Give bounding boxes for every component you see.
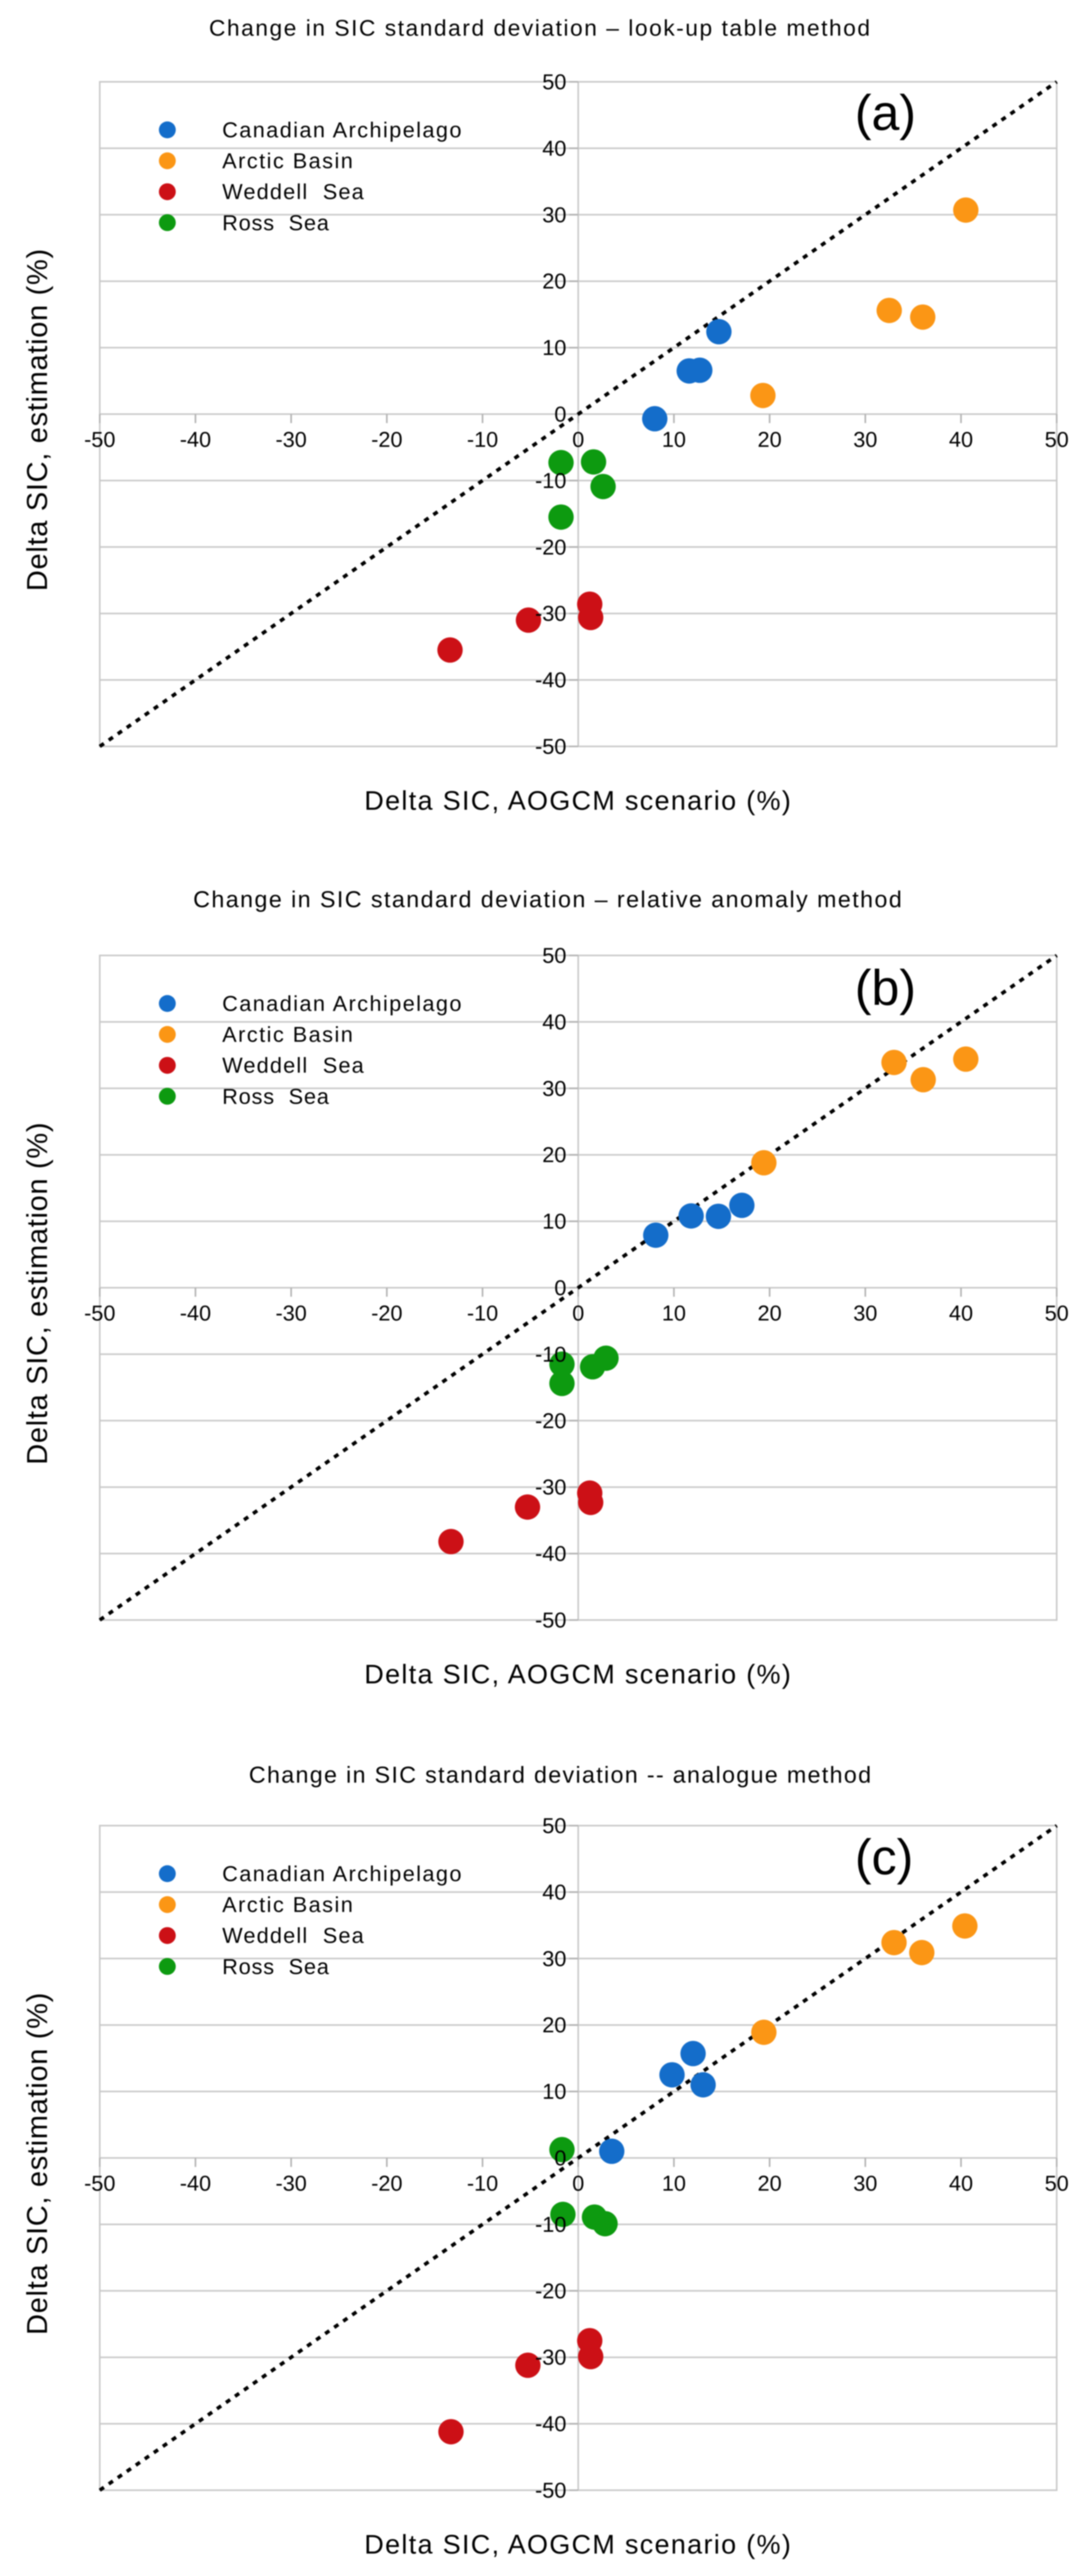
svg-text:Delta SIC, estimation (%): Delta SIC, estimation (%) <box>21 1122 53 1465</box>
svg-text:(a): (a) <box>855 85 916 141</box>
svg-text:30: 30 <box>853 1301 878 1325</box>
svg-text:30: 30 <box>853 428 878 452</box>
svg-text:-10: -10 <box>535 2212 566 2237</box>
svg-text:-30: -30 <box>276 1301 307 1325</box>
svg-text:Delta SIC, AOGCM scenario (%): Delta SIC, AOGCM scenario (%) <box>364 785 792 816</box>
svg-text:0: 0 <box>572 428 584 452</box>
svg-text:30: 30 <box>542 1946 566 1971</box>
svg-text:-40: -40 <box>535 1541 566 1566</box>
svg-text:Arctic Basin: Arctic Basin <box>222 149 354 173</box>
svg-text:10: 10 <box>662 428 686 452</box>
svg-text:20: 20 <box>757 2171 782 2195</box>
svg-text:-40: -40 <box>180 1301 211 1325</box>
svg-text:-10: -10 <box>535 468 566 493</box>
svg-text:10: 10 <box>662 1301 686 1325</box>
svg-text:30: 30 <box>542 203 566 227</box>
svg-text:Change in SIC standard deviati: Change in SIC standard deviation – look-… <box>209 16 871 41</box>
svg-text:10: 10 <box>542 2079 566 2104</box>
svg-text:50: 50 <box>542 943 566 968</box>
svg-text:0: 0 <box>554 1276 566 1300</box>
svg-text:20: 20 <box>542 2013 566 2037</box>
svg-text:30: 30 <box>853 2171 878 2195</box>
svg-text:50: 50 <box>1045 428 1069 452</box>
svg-text:Canadian Archipelago: Canadian Archipelago <box>222 1862 463 1886</box>
svg-text:-20: -20 <box>535 2279 566 2303</box>
svg-text:Ross Sea: Ross Sea <box>222 1954 330 1978</box>
svg-text:50: 50 <box>542 70 566 94</box>
svg-text:-40: -40 <box>535 2412 566 2436</box>
svg-text:Change in SIC standard deviati: Change in SIC standard deviation – relat… <box>193 887 903 913</box>
svg-text:Ross Sea: Ross Sea <box>222 1084 330 1109</box>
svg-text:40: 40 <box>949 1301 973 1325</box>
svg-text:-20: -20 <box>535 535 566 559</box>
svg-text:0: 0 <box>554 402 566 427</box>
svg-text:-40: -40 <box>535 668 566 692</box>
svg-text:-30: -30 <box>535 601 566 626</box>
svg-text:20: 20 <box>757 1301 782 1325</box>
svg-text:Canadian Archipelago: Canadian Archipelago <box>222 118 463 142</box>
svg-text:40: 40 <box>542 1010 566 1034</box>
svg-text:Weddell Sea: Weddell Sea <box>222 1053 365 1077</box>
svg-text:50: 50 <box>1045 2171 1069 2195</box>
svg-text:-30: -30 <box>535 2345 566 2370</box>
svg-text:Delta SIC, AOGCM scenario (%): Delta SIC, AOGCM scenario (%) <box>364 1659 792 1689</box>
svg-text:10: 10 <box>542 1209 566 1234</box>
svg-text:(c): (c) <box>855 1829 914 1885</box>
svg-text:0: 0 <box>554 2146 566 2170</box>
svg-text:Weddell Sea: Weddell Sea <box>222 179 365 204</box>
svg-text:Arctic Basin: Arctic Basin <box>222 1022 354 1047</box>
svg-text:Delta SIC, estimation (%): Delta SIC, estimation (%) <box>21 248 53 591</box>
svg-text:40: 40 <box>542 1880 566 1904</box>
svg-text:-10: -10 <box>467 428 498 452</box>
svg-text:-10: -10 <box>467 1301 498 1325</box>
svg-text:Arctic Basin: Arctic Basin <box>222 1892 354 1917</box>
svg-text:-50: -50 <box>535 2478 566 2503</box>
svg-text:-40: -40 <box>180 428 211 452</box>
svg-text:0: 0 <box>572 2171 584 2195</box>
svg-text:-40: -40 <box>180 2171 211 2195</box>
svg-text:40: 40 <box>949 2171 973 2195</box>
svg-text:-50: -50 <box>535 734 566 759</box>
svg-text:-30: -30 <box>535 1475 566 1499</box>
svg-text:30: 30 <box>542 1076 566 1101</box>
svg-text:-20: -20 <box>371 2171 402 2195</box>
svg-text:Change in SIC standard deviati: Change in SIC standard deviation -- anal… <box>249 1762 872 1788</box>
svg-text:-20: -20 <box>371 1301 402 1325</box>
svg-text:10: 10 <box>542 336 566 360</box>
svg-text:-50: -50 <box>84 2171 115 2195</box>
svg-text:-10: -10 <box>467 2171 498 2195</box>
svg-text:40: 40 <box>542 136 566 160</box>
svg-text:10: 10 <box>662 2171 686 2195</box>
svg-text:20: 20 <box>757 428 782 452</box>
svg-text:20: 20 <box>542 269 566 293</box>
svg-text:50: 50 <box>542 1814 566 1838</box>
svg-text:-50: -50 <box>84 1301 115 1325</box>
svg-text:-20: -20 <box>535 1408 566 1433</box>
svg-text:Canadian Archipelago: Canadian Archipelago <box>222 991 463 1016</box>
svg-text:Ross Sea: Ross Sea <box>222 211 330 235</box>
svg-text:-10: -10 <box>535 1342 566 1366</box>
svg-text:Weddell Sea: Weddell Sea <box>222 1924 365 1948</box>
svg-text:50: 50 <box>1045 1301 1069 1325</box>
svg-text:40: 40 <box>949 428 973 452</box>
svg-text:-50: -50 <box>535 1608 566 1632</box>
svg-text:-50: -50 <box>84 428 115 452</box>
svg-text:(b): (b) <box>855 960 916 1016</box>
svg-text:Delta SIC, AOGCM scenario (%): Delta SIC, AOGCM scenario (%) <box>364 2530 792 2560</box>
svg-text:-30: -30 <box>276 2171 307 2195</box>
svg-text:-20: -20 <box>371 428 402 452</box>
svg-text:-30: -30 <box>276 428 307 452</box>
svg-text:20: 20 <box>542 1143 566 1167</box>
svg-text:Delta SIC, estimation (%): Delta SIC, estimation (%) <box>21 1992 53 2335</box>
svg-text:0: 0 <box>572 1301 584 1325</box>
